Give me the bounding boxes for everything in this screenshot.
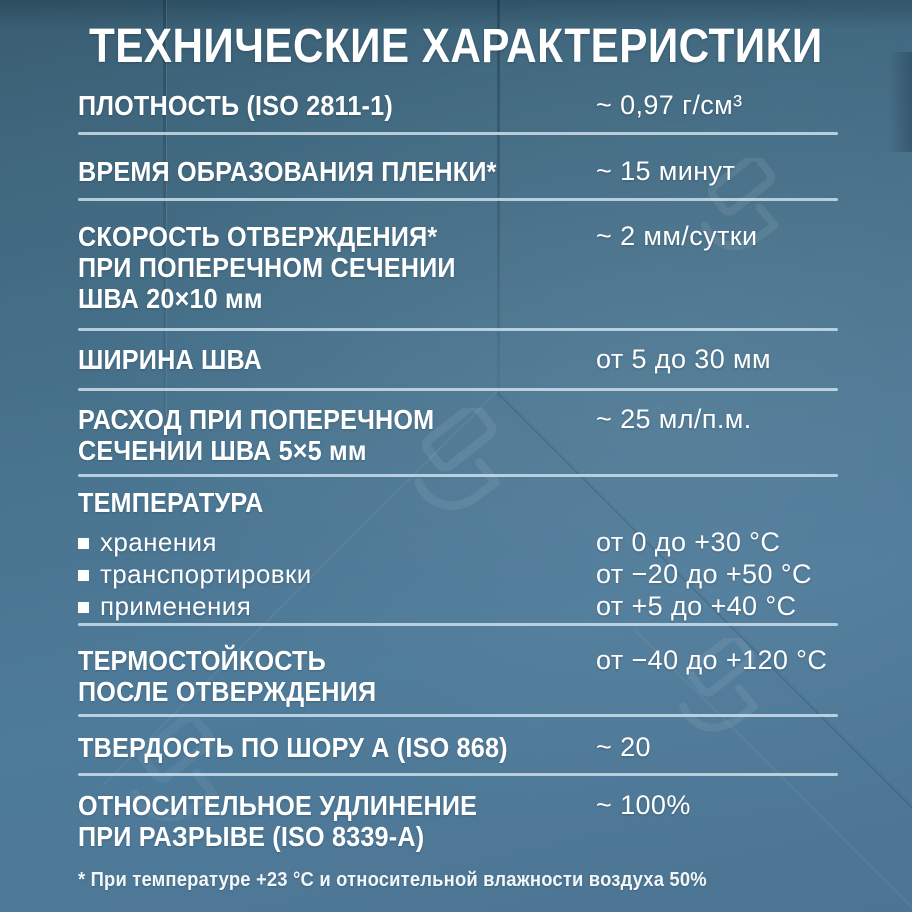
temperature-item-transport: транспортировки от −20 до +50 °C [78,558,838,590]
spec-value: ~ 2 мм/сутки [596,221,758,251]
page-title: ТЕХНИЧЕСКИЕ ХАРАКТЕРИСТИКИ [0,22,912,72]
tile-seam-vertical [163,0,166,430]
bullet-square-icon [78,602,89,613]
spec-value: ~ 25 мл/п.м. [596,404,752,434]
row-separator [78,474,838,477]
paint-roller-watermark-icon [116,718,242,844]
temperature-item-label: транспортировки [100,559,312,589]
spec-value: ~ 15 минут [596,156,736,186]
spec-label: ТЕМПЕРАТУРА [78,487,264,518]
temperature-item-application: применения от +5 до +40 °C [78,590,838,622]
row-separator [78,328,838,331]
temperature-item-storage: хранения от 0 до +30 °C [78,526,838,558]
spec-label: ПЛОТНОСТЬ (ISO 2811-1) [78,90,393,121]
spec-label: ШИРИНА ШВА [78,344,263,375]
spec-value: от 0 до +30 °C [596,527,781,557]
footnote: * При температуре +23 °C и относительной… [78,869,707,891]
row-separator [78,623,838,626]
spec-value: от −20 до +50 °C [596,559,812,589]
paint-roller-watermark-icon [400,408,524,532]
top-shadow [0,0,912,30]
bullet-square-icon [78,570,89,581]
spec-value: ~ 0,97 г/см³ [596,90,743,120]
tile-edge-shadow [888,52,912,152]
spec-label: ТВЕРДОСТЬ ПО ШОРУ А (ISO 868) [78,732,508,763]
spec-value: ~ 100% [596,790,691,820]
tile-seam-highlight [166,0,167,420]
row-separator [78,714,838,717]
spec-label: ОТНОСИТЕЛЬНОЕ УДЛИНЕНИЕ ПРИ РАЗРЫВЕ (ISO… [78,790,478,852]
temperature-item-label: хранения [100,527,217,557]
row-separator [78,132,838,135]
spec-label: ВРЕМЯ ОБРАЗОВАНИЯ ПЛЕНКИ* [78,156,497,187]
spec-value: от +5 до +40 °C [596,591,797,621]
row-separator [78,388,838,391]
temperature-item-label: применения [100,591,252,621]
spec-value: от 5 до 30 мм [596,344,771,374]
paint-roller-watermark-icon [666,638,780,752]
row-separator [78,773,838,776]
spec-label: СКОРОСТЬ ОТВЕРЖДЕНИЯ* ПРИ ПОПЕРЕЧНОМ СЕЧ… [78,221,456,314]
row-separator [78,198,838,201]
spec-label: ТЕРМОСТОЙКОСТЬ ПОСЛЕ ОТВЕРЖДЕНИЯ [78,645,377,707]
spec-label: РАСХОД ПРИ ПОПЕРЕЧНОМ СЕЧЕНИИ ШВА 5×5 мм [78,404,435,466]
spec-value: от −40 до +120 °C [596,645,828,675]
bullet-square-icon [78,538,89,549]
paint-roller-watermark-icon [688,158,800,270]
spec-value: ~ 20 [596,732,651,762]
page-title-text: ТЕХНИЧЕСКИЕ ХАРАКТЕРИСТИКИ [89,20,823,73]
